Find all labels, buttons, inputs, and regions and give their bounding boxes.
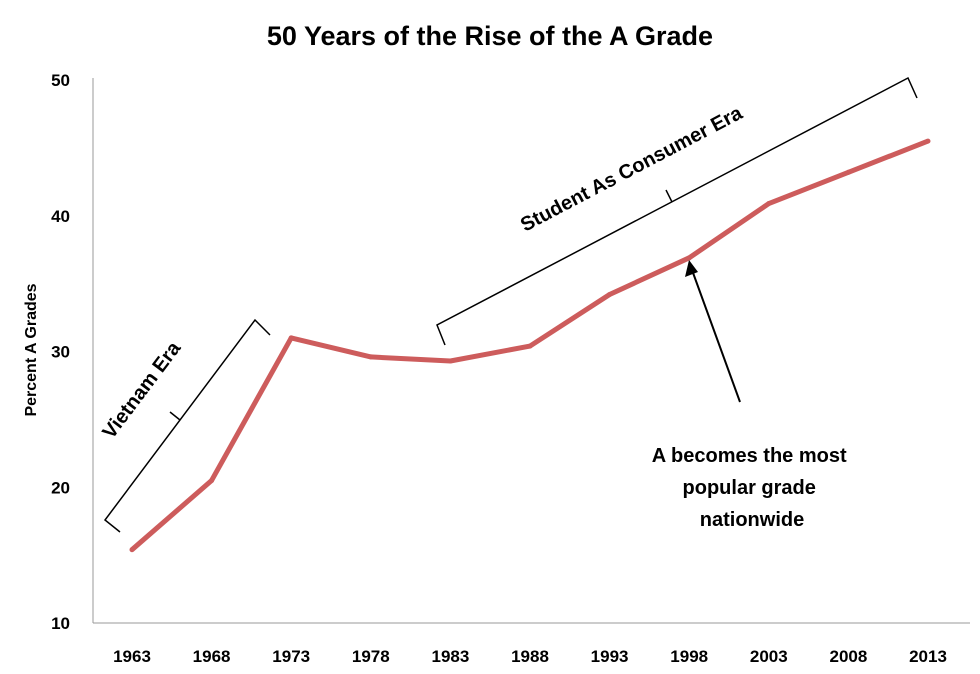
x-tick-label: 2008	[829, 647, 867, 666]
data-point-1968	[209, 477, 215, 483]
vietnam-era-bracket	[103, 318, 271, 533]
x-tick-label: 1978	[352, 647, 390, 666]
consumer-era-bracket	[436, 76, 918, 346]
annotation-line-3: nationwide	[700, 509, 804, 531]
x-tick-label: 2013	[909, 647, 947, 666]
x-tick-label: 1973	[272, 647, 310, 666]
data-point-1963	[129, 547, 135, 553]
data-point-2003	[766, 201, 772, 207]
data-point-1978	[368, 354, 374, 360]
x-tick-label: 1968	[193, 647, 231, 666]
annotation-line-2: popular grade	[683, 477, 816, 499]
data-point-1983	[447, 358, 453, 364]
y-tick-label: 30	[51, 343, 70, 362]
data-point-2013	[925, 138, 931, 144]
annotation-line-1: A becomes the most	[652, 445, 847, 467]
data-point-1988	[527, 343, 533, 349]
x-tick-label: 1988	[511, 647, 549, 666]
data-point-1998	[686, 255, 692, 261]
vietnam-era-label: Vietnam Era	[98, 337, 185, 443]
chart-title: 50 Years of the Rise of the A Grade	[267, 21, 713, 51]
y-tick-label: 10	[51, 614, 70, 633]
x-tick-label: 1983	[431, 647, 469, 666]
x-tick-label: 1963	[113, 647, 151, 666]
popular-grade-arrow	[685, 260, 741, 403]
x-tick-label: 2003	[750, 647, 788, 666]
y-tick-label: 20	[51, 478, 70, 497]
x-tick-label: 1993	[591, 647, 629, 666]
consumer-era-label: Student As Consumer Era	[517, 102, 747, 237]
y-tick-label: 50	[51, 71, 70, 90]
data-point-1973	[288, 335, 294, 341]
popular-grade-annotation: A becomes the most popular grade nationw…	[652, 445, 852, 531]
data-point-1993	[607, 291, 613, 297]
y-tick-label: 40	[51, 207, 70, 226]
data-point-2008	[845, 169, 851, 175]
x-tick-label: 1998	[670, 647, 708, 666]
y-axis-label: Percent A Grades	[23, 283, 40, 416]
